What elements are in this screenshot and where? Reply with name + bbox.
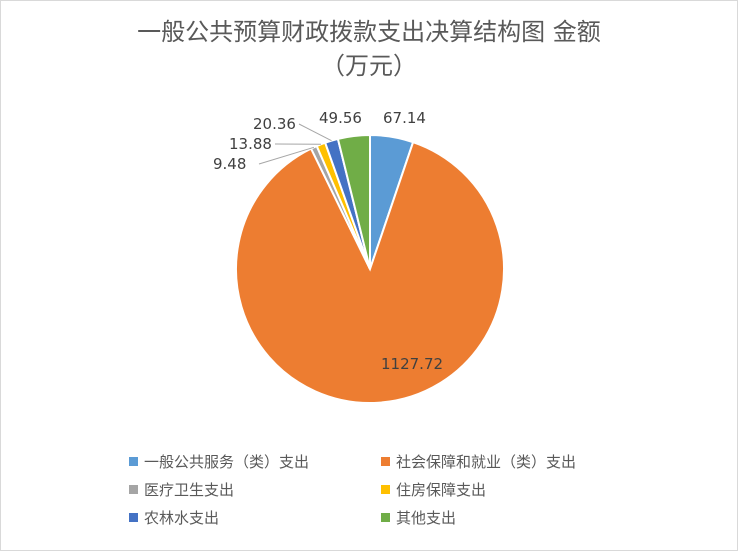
data-label-5: 49.56 — [319, 109, 362, 127]
data-label-3: 13.88 — [229, 135, 272, 153]
title-line-2: （万元） — [321, 52, 417, 80]
chart-title: 一般公共预算财政拨款支出决算结构图 金额 （万元） — [1, 15, 737, 83]
legend-swatch — [129, 484, 138, 494]
legend-item: 一般公共服务（类）支出 — [129, 451, 381, 471]
legend-swatch — [129, 456, 138, 466]
legend-item: 其他支出 — [381, 507, 641, 527]
data-label-0: 67.14 — [383, 109, 426, 127]
legend-label: 其他支出 — [396, 508, 457, 527]
pie-slice-5 — [336, 133, 371, 270]
legend-label: 一般公共服务（类）支出 — [144, 452, 310, 471]
legend-item: 社会保障和就业（类）支出 — [381, 451, 641, 471]
legend-swatch — [381, 484, 390, 494]
legend-swatch — [381, 512, 390, 522]
legend-swatch — [381, 456, 390, 466]
data-label-2: 9.48 — [213, 155, 246, 173]
legend: 一般公共服务（类）支出 社会保障和就业（类）支出医疗卫生支出 住房保障支出农林水支出… — [129, 451, 649, 527]
data-label-1: 1127.72 — [381, 355, 443, 373]
legend-item: 农林水支出 — [129, 507, 381, 527]
legend-label: 住房保障支出 — [396, 480, 487, 499]
legend-swatch — [129, 512, 138, 522]
legend-label: 医疗卫生支出 — [144, 480, 235, 499]
title-line-1: 一般公共预算财政拨款支出决算结构图 金额 — [137, 18, 601, 46]
leader-line-2 — [258, 146, 315, 165]
pie-slice-1 — [235, 140, 505, 404]
leader-line-4 — [298, 123, 332, 142]
legend-label: 农林水支出 — [144, 508, 220, 527]
legend-item: 医疗卫生支出 — [129, 479, 381, 499]
legend-label: 社会保障和就业（类）支出 — [396, 452, 577, 471]
legend-item: 住房保障支出 — [381, 479, 641, 499]
data-label-4: 20.36 — [253, 115, 296, 133]
